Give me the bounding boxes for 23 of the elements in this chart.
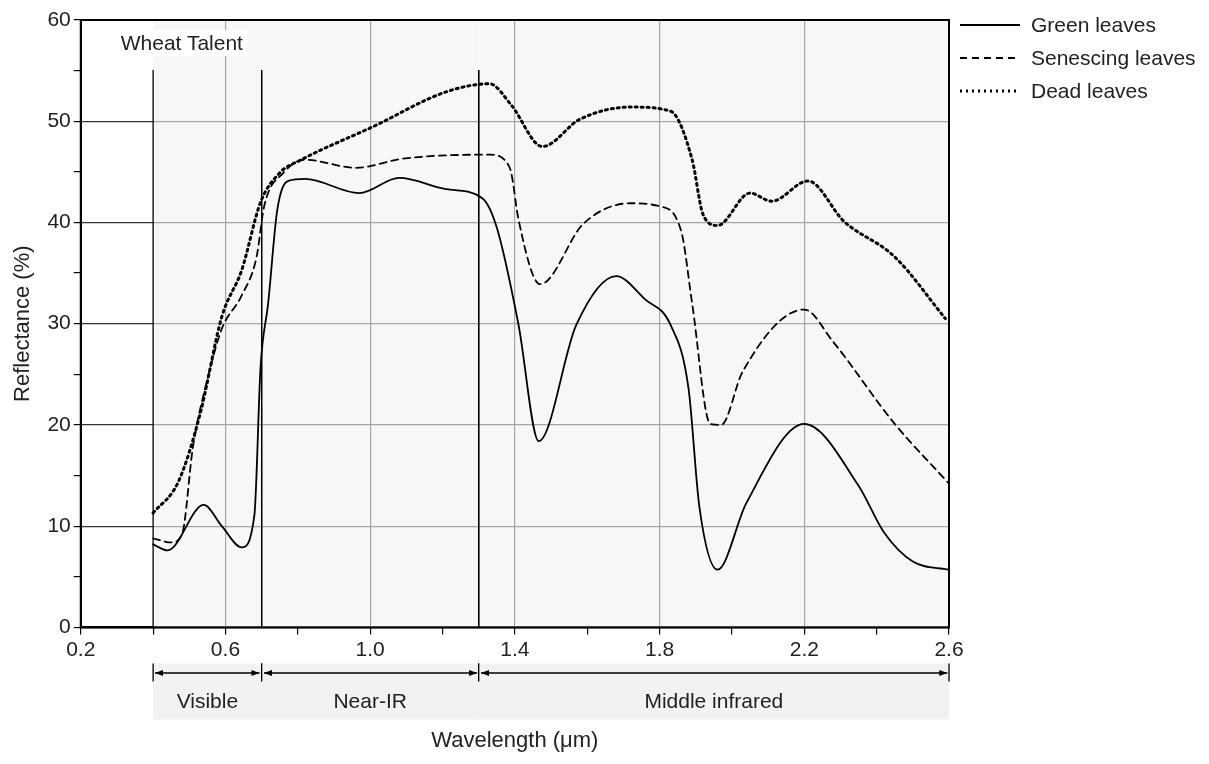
legend-label: Senescing leaves — [1031, 45, 1196, 70]
y-tick-label: 50 — [47, 108, 71, 132]
y-axis-title: Reflectance (%) — [9, 245, 35, 402]
y-tick-label: 0 — [59, 614, 71, 638]
x-tick-label: 1.0 — [355, 636, 385, 660]
x-tick-label: 0.6 — [210, 636, 241, 660]
y-tick-label: 40 — [47, 209, 71, 233]
band-label: Middle infrared — [644, 688, 784, 712]
annotation: Wheat Talent — [120, 31, 244, 55]
legend-label: Green leaves — [1031, 12, 1156, 37]
x-tick-label: 2.2 — [789, 636, 819, 660]
x-axis-title: Wavelength (μm) — [431, 726, 599, 752]
band-label: Near-IR — [333, 688, 407, 712]
x-tick-label: 2.6 — [934, 636, 964, 660]
x-tick-label: 0.2 — [66, 636, 96, 660]
y-tick-label: 20 — [47, 411, 71, 435]
x-tick-label: 1.8 — [644, 636, 675, 660]
y-tick-label: 30 — [47, 310, 71, 334]
y-tick-label: 10 — [47, 512, 71, 536]
y-tick-label: 60 — [47, 6, 71, 30]
x-tick-label: 1.4 — [500, 636, 530, 660]
legend-label: Dead leaves — [1031, 78, 1148, 103]
band-label: Visible — [176, 688, 239, 712]
